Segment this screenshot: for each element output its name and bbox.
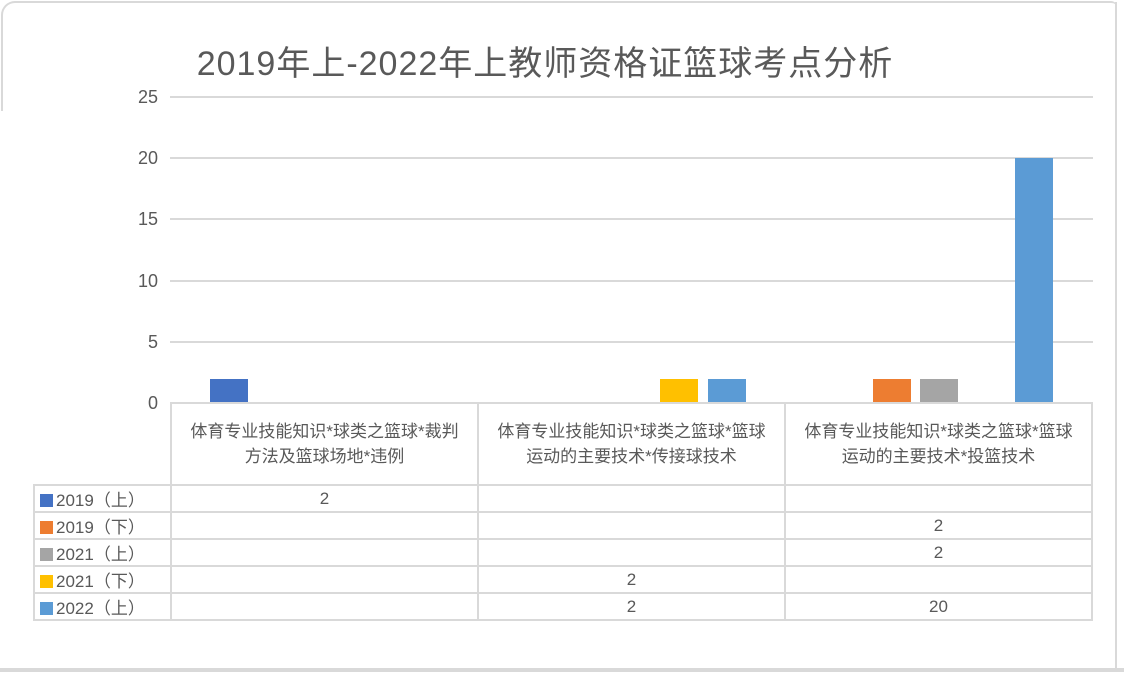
bar-2022（上）-cat2 [707,378,746,403]
data-table: 体育专业技能知识*球类之篮球*裁判方法及篮球场地*违例 体育专业技能知识*球类之篮… [33,402,1093,621]
data-table-grid: 体育专业技能知识*球类之篮球*裁判方法及篮球场地*违例 体育专业技能知识*球类之篮… [33,402,1093,621]
y-axis-tick-label: 0 [147,393,158,413]
legend-series-label: 2021（上） [56,545,145,564]
gridline [170,96,1093,98]
value-cell-2021（上）-cat3: 2 [784,538,1093,567]
legend-series-label: 2021（下） [56,572,145,591]
legend-key-swatch [40,602,53,615]
legend-key-swatch [40,575,53,588]
table-row-2019（上）: 2019（上） 2 [33,484,1093,513]
value-cell-2019（上）-cat2 [477,484,786,513]
y-axis: 0 5 10 15 20 25 [60,87,158,413]
legend-series-label: 2022（上） [56,599,145,618]
divider [0,668,1124,672]
table-corner-cell [34,403,171,485]
bar-2021（上）-cat3 [920,378,959,403]
y-axis-tick-label: 10 [137,270,158,291]
gridline [170,157,1093,160]
legend-cell: 2022（上） [33,592,172,621]
category-header-cell-3: 体育专业技能知识*球类之篮球*篮球运动的主要技术*投篮技术 [784,402,1093,486]
value-cell-2019（下）-cat1 [170,511,479,540]
table-row-2021（上）: 2021（上） 2 [33,538,1093,567]
table-row-2021（下）: 2021（下） 2 [33,565,1093,594]
value-cell-2021（下）-cat1 [170,565,479,594]
plot-area [170,96,1093,403]
y-axis-tick-label: 5 [147,331,158,352]
bar-2019（下）-cat3 [872,378,911,403]
window-border-right [1115,2,1117,670]
value-cell-2019（上）-cat1: 2 [170,484,479,513]
value-cell-2019（上）-cat3 [784,484,1093,513]
y-axis-tick-label: 20 [137,148,158,169]
legend-cell: 2021（下） [33,565,172,594]
chart-title: 2019年上-2022年上教师资格证篮球考点分析 [196,45,894,83]
legend-key-swatch [40,548,53,561]
value-cell-2021（下）-cat2: 2 [477,565,786,594]
legend-series-label: 2019（上） [56,491,145,510]
value-cell-2021（上）-cat1 [170,538,479,567]
value-cell-2022（上）-cat1 [170,592,479,621]
bar-2021（下）-cat2 [660,378,698,403]
value-cell-2022（上）-cat3: 20 [784,592,1093,621]
bar-2019（上）-cat1 [209,378,248,403]
gridline [170,218,1093,221]
value-cell-2019（下）-cat2 [477,511,786,540]
category-header-cell-1: 体育专业技能知识*球类之篮球*裁判方法及篮球场地*违例 [170,402,479,486]
value-cell-2022（上）-cat2: 2 [477,592,786,621]
value-cell-2021（下）-cat3 [784,565,1093,594]
gridline [170,279,1093,282]
y-axis-tick-label: 15 [137,209,158,230]
value-cell-2019（下）-cat3: 2 [784,511,1093,540]
table-row-2019（下）: 2019（下） 2 [33,511,1093,540]
bar-2022（上）-cat3 [1015,158,1054,403]
gridline [170,340,1093,343]
y-axis-tick-label: 25 [137,87,158,107]
legend-key-swatch [40,521,53,534]
category-header-cell-2: 体育专业技能知识*球类之篮球*篮球运动的主要技术*传接球技术 [477,402,786,486]
legend-key-swatch [40,494,53,507]
legend-cell: 2019（上） [33,484,172,513]
table-row-2022（上）: 2022（上） 2 20 [33,592,1093,621]
legend-cell: 2019（下） [33,511,172,540]
legend-cell: 2021（上） [33,538,172,567]
legend-series-label: 2019（下） [56,518,145,537]
value-cell-2021（上）-cat2 [477,538,786,567]
